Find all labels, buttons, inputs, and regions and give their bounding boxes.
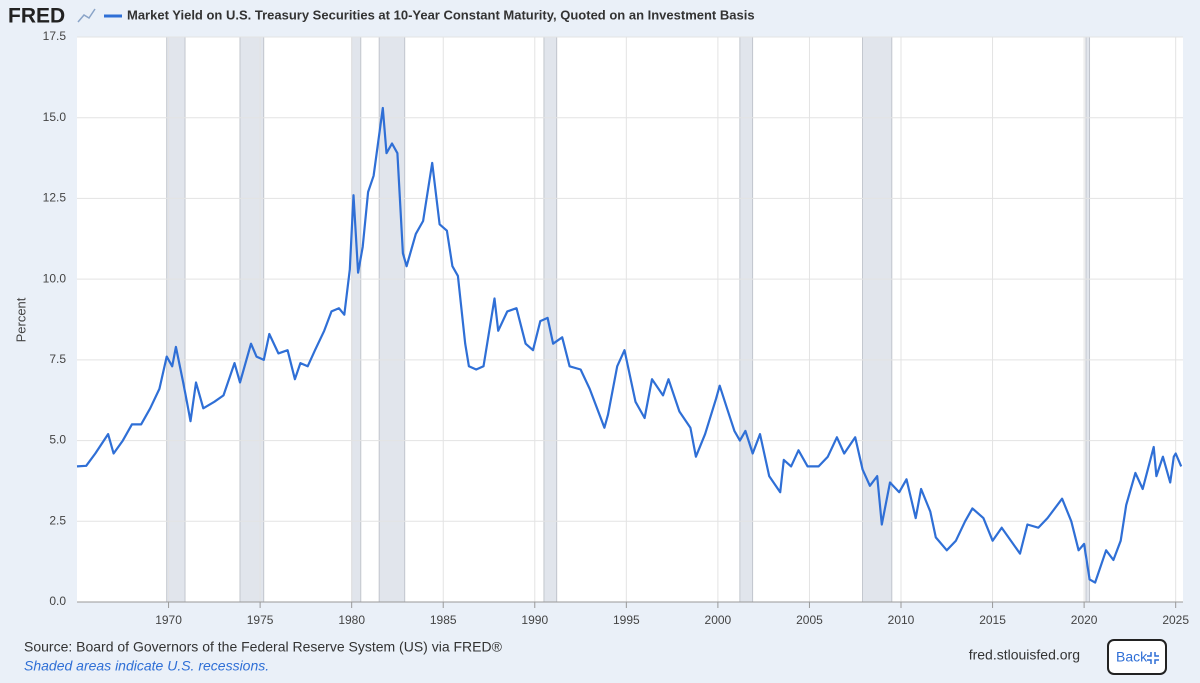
- x-tick-label: 2010: [888, 613, 915, 627]
- x-tick-label: 1995: [613, 613, 640, 627]
- note: Shaded areas indicate U.S. recessions.: [24, 658, 269, 674]
- x-tick-label: 2015: [979, 613, 1006, 627]
- back-button[interactable]: Back: [1107, 639, 1167, 675]
- y-tick-label: 7.5: [49, 352, 66, 366]
- x-tick-label: 1985: [430, 613, 457, 627]
- y-tick-label: 15.0: [43, 110, 67, 124]
- x-tick-label: 2020: [1071, 613, 1098, 627]
- y-tick-label: 2.5: [49, 513, 66, 527]
- logo: FRED: [8, 5, 65, 28]
- y-tick-label: 17.5: [43, 29, 67, 43]
- x-tick-label: 1980: [338, 613, 365, 627]
- recession-shade: [166, 36, 186, 603]
- y-axis-label: Percent: [13, 297, 28, 342]
- y-tick-label: 5.0: [49, 433, 66, 447]
- y-tick-label: 10.0: [43, 271, 67, 285]
- site-url: fred.stlouisfed.org: [969, 647, 1080, 663]
- x-tick-label: 1990: [521, 613, 548, 627]
- legend-label: Market Yield on U.S. Treasury Securities…: [127, 7, 755, 22]
- button-icon[interactable]: [1147, 652, 1159, 664]
- source: Source: Board of Governors of the Federa…: [24, 639, 503, 655]
- y-tick-label: 0.0: [49, 594, 66, 608]
- recession-shade: [862, 36, 893, 603]
- x-tick-label: 2025: [1162, 613, 1189, 627]
- button-frame[interactable]: [1107, 639, 1167, 675]
- plot: 0.0 2.5 5.0 7.5 10.0 12.5 15.0 17.5 1970 1975 1980…: [43, 29, 1190, 627]
- recession-shade: [351, 36, 362, 603]
- x-tick-label: 2000: [705, 613, 732, 627]
- recession-shade: [739, 36, 754, 603]
- button-label[interactable]: Back: [1116, 649, 1148, 665]
- y-tick-label: 12.5: [43, 191, 67, 205]
- x-tick-label: 2005: [796, 613, 823, 627]
- x-tick-label: 1970: [155, 613, 182, 627]
- x-tick-label: 1975: [247, 613, 274, 627]
- recession-shade: [1085, 36, 1091, 603]
- recession-shade: [378, 36, 406, 603]
- logo-icon: [77, 8, 96, 23]
- series-line: [76, 106, 1183, 584]
